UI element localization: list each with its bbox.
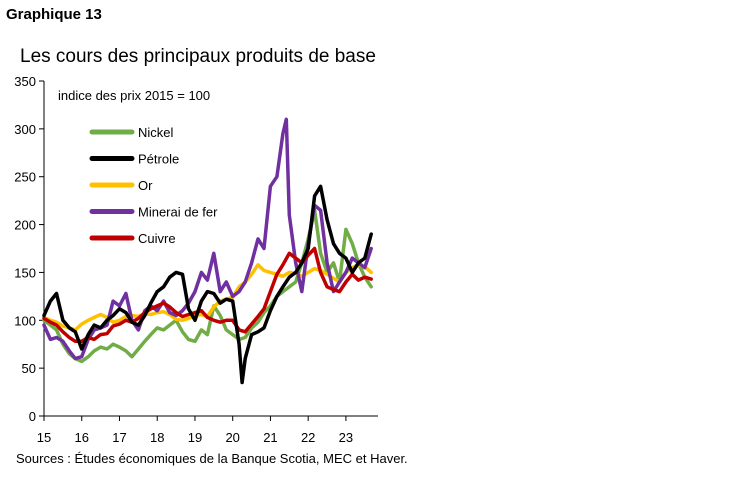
x-tick-label: 17	[112, 430, 126, 445]
axes: 0 50 100 150 200 250 300 350 15 16 17 18 19 20 21 22 23	[14, 74, 378, 445]
series-line-petrole	[42, 184, 373, 385]
y-tick-label: 300	[14, 122, 36, 137]
x-tick-label: 19	[188, 430, 202, 445]
x-tick-label: 20	[225, 430, 239, 445]
x-tick-label: 15	[37, 430, 51, 445]
legend-label: Minerai de fer	[138, 205, 218, 220]
figure-label: Graphique 13	[6, 6, 102, 23]
x-tick-label: 18	[150, 430, 164, 445]
y-tick-label: 250	[14, 170, 36, 185]
x-tick-label: 22	[301, 430, 315, 445]
y-tick-label: 50	[22, 361, 36, 376]
x-tick-label: 16	[75, 430, 89, 445]
series-layer	[42, 117, 373, 385]
y-tick-label: 350	[14, 74, 36, 89]
legend-label: Or	[138, 178, 153, 193]
legend-label: Cuivre	[138, 231, 176, 246]
y-tick-label: 100	[14, 313, 36, 328]
legend-label: Nickel	[138, 125, 174, 140]
y-tick-label: 0	[29, 409, 36, 424]
x-tick-label: 23	[339, 430, 353, 445]
x-tick-label: 21	[263, 430, 277, 445]
sources-note: Sources : Études économiques de la Banqu…	[16, 451, 408, 466]
series-line-nickel	[42, 208, 373, 364]
series-line-cuivre	[42, 246, 373, 344]
y-axis-label: indice des prix 2015 = 100	[58, 88, 210, 103]
legend-label: Pétrole	[138, 152, 179, 167]
y-tick-label: 150	[14, 265, 36, 280]
y-tick-label: 200	[14, 218, 36, 233]
legend: Nickel Pétrole Or Minerai de fer Cuivre	[89, 125, 218, 246]
chart-title: Les cours des principaux produits de bas…	[20, 46, 376, 67]
